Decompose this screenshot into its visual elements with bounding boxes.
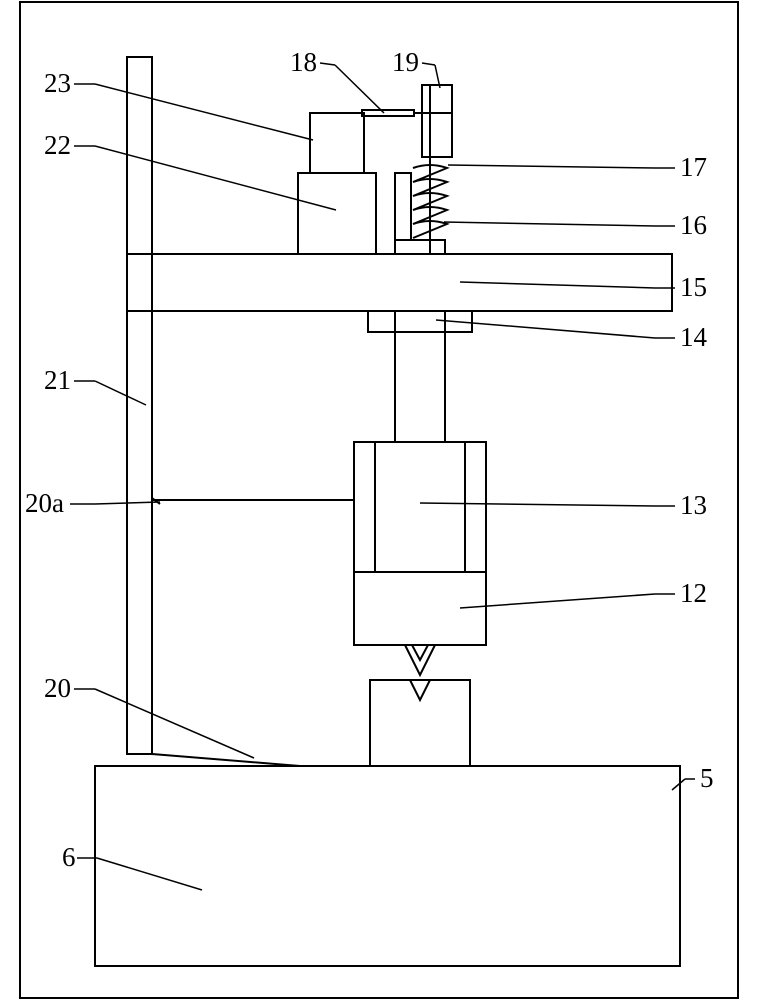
label-20a: 20a <box>25 488 64 519</box>
shape-beam <box>127 254 672 311</box>
shape-lower_vnotch <box>410 680 430 700</box>
leader-seg-18 <box>320 63 335 65</box>
shape-lower_block <box>370 680 470 766</box>
leader-5 <box>672 779 685 790</box>
leader-16 <box>444 222 655 226</box>
label-14: 14 <box>680 322 707 353</box>
label-18: 18 <box>290 47 317 78</box>
shape-nozzle_inner <box>412 645 428 660</box>
shape-cap <box>422 85 452 157</box>
shape-base <box>95 766 680 966</box>
shape-bushing_top <box>395 173 411 240</box>
label-22: 22 <box>44 130 71 161</box>
leader-18 <box>335 65 384 113</box>
mechanical-diagram <box>0 0 759 1000</box>
label-16: 16 <box>680 210 707 241</box>
label-12: 12 <box>680 578 707 609</box>
leader-seg-19 <box>422 63 435 65</box>
shape-cylinder <box>354 442 486 572</box>
label-19: 19 <box>392 47 419 78</box>
shape-nozzle_body <box>354 572 486 645</box>
leader-17 <box>448 165 655 168</box>
label-23: 23 <box>44 68 71 99</box>
label-20: 20 <box>44 673 71 704</box>
label-21: 21 <box>44 365 71 396</box>
shape-motor_upper <box>310 113 364 173</box>
shape-rod_through_beam <box>395 240 445 254</box>
leader-21 <box>95 381 146 405</box>
label-6: 6 <box>62 842 76 873</box>
leader-22 <box>95 146 336 210</box>
leader-20 <box>95 689 254 758</box>
shapes-layer <box>20 2 738 998</box>
leader-14 <box>436 320 655 338</box>
label-5: 5 <box>700 763 714 794</box>
label-13: 13 <box>680 490 707 521</box>
shape-top_plate <box>362 110 414 116</box>
shape-motor_lower <box>298 173 376 254</box>
leader-13 <box>420 503 655 506</box>
shape-column <box>127 57 152 754</box>
leader-15 <box>460 282 655 288</box>
label-15: 15 <box>680 272 707 303</box>
shape-foot_plate_l <box>152 754 300 766</box>
shape-piston_rod <box>395 311 445 442</box>
leader-20a <box>95 502 160 504</box>
leader-12 <box>460 594 655 608</box>
label-17: 17 <box>680 152 707 183</box>
leader-6 <box>97 858 202 890</box>
